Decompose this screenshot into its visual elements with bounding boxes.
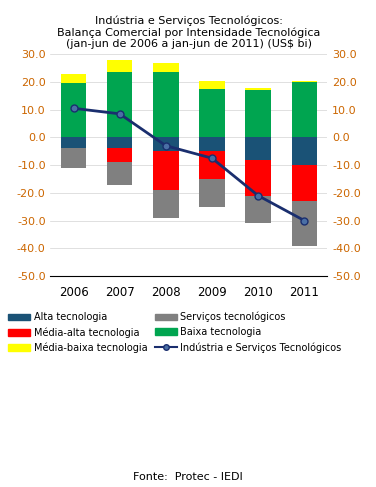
Legend: Alta tecnologia, Média-alta tecnologia, Média-baixa tecnologia, Serviços tecnoló: Alta tecnologia, Média-alta tecnologia, … [9,312,342,353]
Bar [61,74,86,83]
Bar [246,137,271,160]
Bar [153,137,179,151]
Bar [292,201,317,245]
Bar [107,72,132,137]
Bar [61,149,86,168]
Bar [199,179,225,206]
Bar [199,80,225,89]
Bar [107,137,132,149]
Bar [153,72,179,137]
Bar [199,89,225,137]
Bar [292,82,317,137]
Bar [199,137,225,151]
Bar [292,165,317,201]
Bar [292,80,317,82]
Bar [246,90,271,137]
Bar [107,149,132,162]
Bar [246,160,271,196]
Text: Fonte:  Protec - IEDI: Fonte: Protec - IEDI [133,472,243,482]
Bar [246,196,271,224]
Bar [61,137,86,149]
Bar [153,62,179,72]
Title: Indústria e Serviços Tecnológicos:
Balança Comercial por Intensidade Tecnológica: Indústria e Serviços Tecnológicos: Balan… [57,15,321,49]
Bar [107,60,132,72]
Bar [246,88,271,90]
Bar [292,137,317,165]
Bar [199,151,225,179]
Bar [61,83,86,137]
Bar [153,190,179,218]
Bar [153,151,179,190]
Bar [107,162,132,185]
